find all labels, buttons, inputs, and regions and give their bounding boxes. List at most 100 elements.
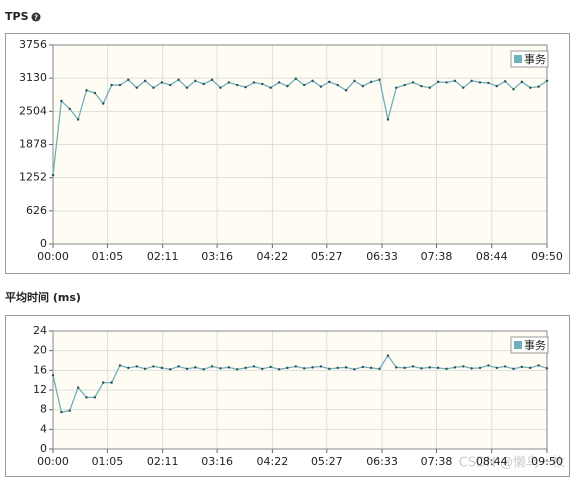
point (177, 78, 180, 81)
point (194, 79, 197, 83)
point (261, 82, 264, 86)
point (311, 79, 314, 83)
help-icon[interactable] (31, 12, 41, 22)
x-tick-label: 01:05 (92, 250, 124, 263)
point (520, 365, 524, 369)
x-tick-label: 07:38 (421, 455, 453, 468)
legend-swatch (514, 55, 522, 63)
point (177, 365, 180, 368)
point (85, 89, 88, 92)
point (529, 366, 532, 370)
point (127, 366, 130, 370)
point (244, 366, 247, 370)
y-tick-label: 12 (33, 383, 47, 396)
chart-title: 平均时间 (ms) (5, 290, 81, 304)
point (236, 83, 239, 87)
point (277, 81, 281, 84)
point (210, 78, 214, 81)
point (185, 86, 189, 89)
point (328, 80, 331, 84)
x-tick-label: 04:22 (257, 250, 289, 263)
point (227, 366, 231, 369)
point (512, 367, 515, 371)
point (470, 367, 473, 370)
x-tick-label: 03:16 (201, 250, 233, 263)
point (294, 77, 298, 80)
point (143, 79, 147, 83)
y-tick-label: 3130 (19, 71, 47, 84)
point (369, 80, 373, 84)
point (436, 80, 440, 84)
point (495, 84, 498, 88)
point (135, 365, 138, 368)
point (403, 366, 406, 370)
y-tick-label: 20 (33, 344, 47, 357)
point (369, 366, 373, 370)
x-tick-label: 00:00 (37, 250, 69, 263)
point (411, 81, 415, 84)
y-tick-label: 1878 (19, 138, 47, 151)
y-tick-label: 8 (40, 403, 47, 416)
point (545, 79, 549, 83)
point (252, 81, 256, 84)
point (411, 365, 415, 368)
point (202, 368, 205, 371)
x-tick-label: 08:44 (476, 250, 508, 263)
point (277, 368, 281, 371)
legend-swatch (514, 341, 522, 349)
x-tick-label: 07:38 (421, 250, 453, 263)
point (68, 409, 71, 412)
point (261, 367, 264, 371)
point (462, 86, 465, 89)
x-tick-label: 00:00 (37, 455, 69, 468)
point (160, 366, 164, 370)
point (76, 386, 80, 389)
point (420, 84, 423, 88)
point (395, 366, 398, 369)
point (302, 367, 306, 370)
point (420, 367, 423, 370)
point (102, 381, 105, 384)
y-tick-label: 2504 (19, 104, 47, 117)
legend-label: 事务 (524, 53, 546, 66)
point (361, 365, 364, 369)
x-tick-label: 02:11 (147, 250, 179, 263)
point (537, 364, 540, 367)
y-tick-label: 0 (40, 237, 47, 250)
point (378, 78, 381, 81)
chart-frame (5, 315, 570, 477)
point (169, 368, 172, 371)
y-tick-label: 4 (40, 422, 47, 435)
point (269, 365, 272, 369)
point (294, 365, 298, 368)
point (378, 367, 381, 371)
point (185, 367, 189, 371)
point (286, 84, 289, 88)
point (169, 83, 172, 87)
point (319, 85, 323, 88)
point (512, 88, 515, 91)
point (244, 85, 247, 89)
y-tick-label: 16 (33, 363, 47, 376)
point (202, 82, 205, 86)
point (68, 107, 71, 111)
y-tick-label: 626 (26, 204, 47, 217)
series-line (52, 354, 548, 413)
point (102, 102, 105, 105)
chart-frame (5, 33, 570, 274)
point (135, 86, 138, 89)
point (93, 396, 97, 399)
point (302, 83, 306, 87)
x-tick-label: 09:50 (531, 455, 563, 468)
x-tick-label: 02:11 (147, 455, 179, 468)
point (436, 366, 440, 370)
point (386, 118, 390, 121)
point (487, 364, 490, 367)
point (219, 86, 222, 89)
point (545, 367, 549, 370)
point (311, 366, 314, 369)
point (110, 83, 113, 87)
point (160, 81, 164, 84)
point (219, 367, 222, 370)
